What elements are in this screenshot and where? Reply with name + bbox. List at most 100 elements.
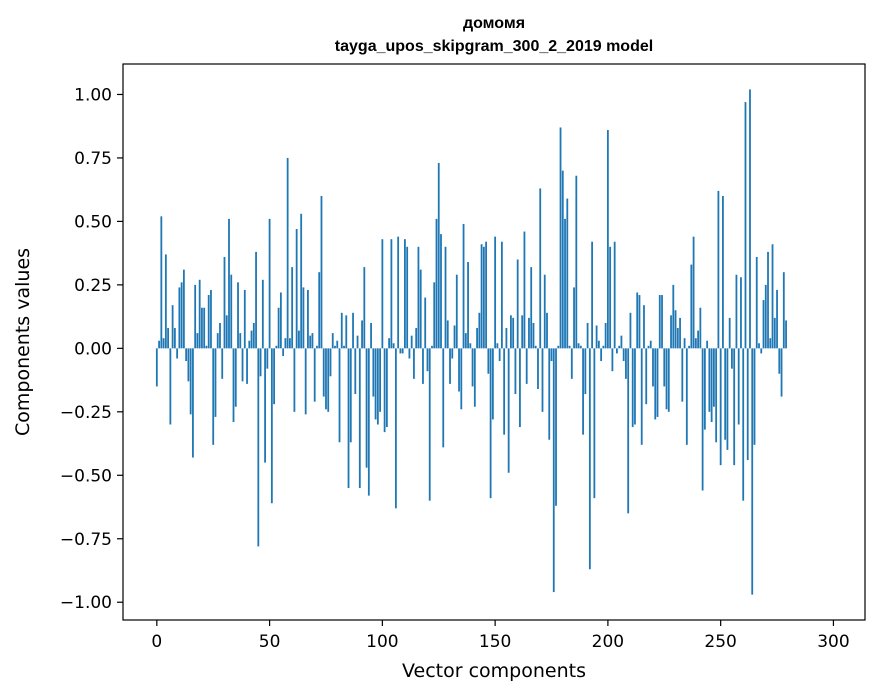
bar-56	[282, 348, 285, 356]
bar-266	[755, 256, 758, 349]
bar-157	[510, 315, 512, 349]
bar-139	[469, 343, 472, 349]
bar-9	[176, 348, 179, 359]
bar-201	[609, 246, 612, 349]
bar-138	[467, 262, 469, 349]
bar-0	[155, 348, 158, 387]
bar-255	[731, 348, 733, 369]
bar-90	[358, 348, 361, 488]
bar-24	[210, 289, 212, 349]
bar-241	[699, 307, 702, 349]
bar-221	[654, 348, 657, 420]
bar-28	[219, 322, 221, 349]
bar-78	[331, 333, 334, 349]
bar-272	[769, 338, 772, 349]
bar-57	[284, 338, 287, 349]
x-axis-label: Vector components	[402, 660, 586, 682]
bar-52	[273, 348, 275, 405]
bar-159	[514, 348, 517, 395]
bar-129	[446, 320, 449, 349]
bar-194	[593, 348, 596, 499]
bar-245	[708, 348, 711, 412]
bar-73	[320, 196, 323, 349]
bar-4	[164, 254, 167, 349]
bar-111	[406, 246, 409, 349]
bar-126	[440, 234, 442, 349]
bar-141	[473, 348, 476, 407]
bar-226	[665, 348, 668, 410]
bar-122	[431, 345, 433, 349]
bar-279	[785, 320, 787, 349]
bar-198	[602, 345, 605, 349]
bar-48	[264, 348, 266, 463]
bar-27	[216, 333, 219, 349]
bar-40	[246, 348, 248, 384]
bar-247	[712, 348, 715, 407]
bar-71	[316, 345, 318, 349]
bar-149	[491, 348, 494, 420]
bar-217	[645, 348, 648, 405]
bar-121	[428, 348, 431, 501]
bar-84	[345, 315, 348, 349]
bar-109	[401, 348, 404, 354]
bar-58	[286, 157, 289, 349]
bar-125	[437, 163, 440, 349]
bar-74	[322, 348, 325, 397]
bar-39	[243, 289, 246, 349]
bar-140	[471, 348, 474, 387]
bar-11	[180, 282, 183, 349]
bar-269	[762, 300, 765, 349]
bar-253	[726, 348, 729, 450]
bar-274	[773, 317, 776, 349]
bar-21	[203, 307, 206, 349]
bar-134	[458, 348, 460, 392]
bar-119	[424, 297, 427, 349]
bar-132	[453, 325, 456, 349]
bar-87	[352, 312, 354, 349]
bar-63	[298, 330, 300, 349]
bar-35	[234, 348, 237, 407]
bar-263	[749, 89, 751, 349]
bar-91	[361, 320, 363, 349]
bar-155	[505, 328, 508, 349]
bar-195	[595, 325, 598, 349]
bar-233	[681, 348, 684, 402]
bar-117	[419, 269, 422, 349]
bar-102	[385, 348, 388, 428]
bar-17	[194, 284, 197, 349]
bar-152	[498, 348, 501, 362]
bar-77	[329, 348, 332, 377]
bar-258	[737, 348, 740, 425]
bar-175	[550, 348, 553, 362]
y-ticks-group: 1.00 0.75 0.50 0.25 0.00 −0.25 −0.50 −0.75 −1.00	[60, 85, 123, 613]
bar-26	[214, 348, 217, 417]
bar-200	[606, 130, 609, 349]
bar-72	[318, 272, 321, 349]
bar-197	[600, 348, 603, 362]
y-tick-label: 0.25	[74, 276, 112, 296]
bar-190	[584, 348, 587, 395]
x-tick-label: 300	[817, 632, 849, 652]
bar-188	[579, 345, 582, 349]
bar-176	[552, 348, 555, 593]
bar-86	[349, 348, 352, 443]
bar-172	[543, 274, 546, 349]
bar-208	[625, 348, 627, 379]
bar-229	[672, 284, 675, 349]
bar-160	[516, 259, 519, 349]
bar-277	[780, 348, 783, 397]
bar-85	[347, 348, 350, 488]
bar-6	[169, 348, 172, 425]
y-tick-label: −1.00	[60, 593, 112, 613]
bar-187	[577, 343, 580, 349]
bar-162	[521, 315, 524, 349]
bar-99	[379, 348, 381, 412]
bar-145	[482, 246, 485, 349]
bar-10	[178, 287, 181, 349]
plot-frame	[122, 63, 866, 621]
bar-70	[313, 348, 316, 402]
bar-254	[728, 317, 731, 349]
bar-239	[694, 338, 697, 349]
bar-89	[356, 335, 359, 349]
bar-20	[201, 307, 203, 349]
